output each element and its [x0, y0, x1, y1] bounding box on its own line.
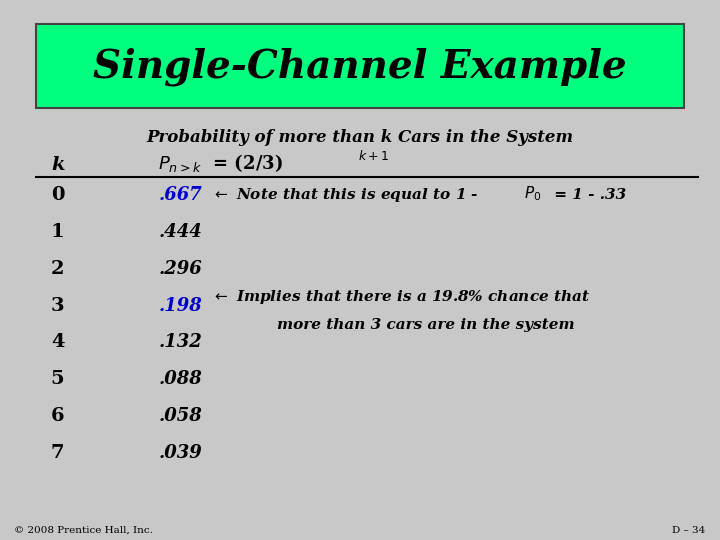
Text: 2: 2	[51, 260, 64, 278]
Text: .296: .296	[158, 260, 202, 278]
Text: Single-Channel Example: Single-Channel Example	[93, 47, 627, 86]
Text: 6: 6	[51, 407, 64, 425]
Text: .132: .132	[158, 333, 202, 352]
FancyBboxPatch shape	[36, 24, 684, 108]
Text: Probability of more than k Cars in the System: Probability of more than k Cars in the S…	[146, 129, 574, 146]
Text: more than 3 cars are in the system: more than 3 cars are in the system	[277, 318, 575, 332]
Text: .058: .058	[158, 407, 202, 425]
Text: .039: .039	[158, 443, 202, 462]
Text: $\leftarrow$ Implies that there is a 19.8% chance that: $\leftarrow$ Implies that there is a 19.…	[212, 288, 590, 306]
Text: 4: 4	[51, 333, 64, 352]
Text: $\leftarrow$ Note that this is equal to 1 -: $\leftarrow$ Note that this is equal to …	[212, 186, 480, 205]
Text: = 1 - .33: = 1 - .33	[549, 188, 626, 202]
Text: .198: .198	[158, 296, 202, 315]
Text: $k+1$: $k+1$	[358, 148, 390, 163]
Text: .444: .444	[158, 223, 202, 241]
Text: $P_0$: $P_0$	[524, 184, 541, 202]
Text: 3: 3	[51, 296, 64, 315]
Text: D – 34: D – 34	[672, 526, 706, 535]
Text: 1: 1	[50, 223, 65, 241]
Text: $P_{n>k}$  = (2/3): $P_{n>k}$ = (2/3)	[158, 152, 283, 174]
Text: © 2008 Prentice Hall, Inc.: © 2008 Prentice Hall, Inc.	[14, 526, 153, 535]
Text: 5: 5	[51, 370, 64, 388]
Text: 7: 7	[51, 443, 64, 462]
Text: 0: 0	[51, 186, 64, 205]
Text: k: k	[51, 156, 64, 174]
Text: .667: .667	[158, 186, 202, 205]
Text: .088: .088	[158, 370, 202, 388]
